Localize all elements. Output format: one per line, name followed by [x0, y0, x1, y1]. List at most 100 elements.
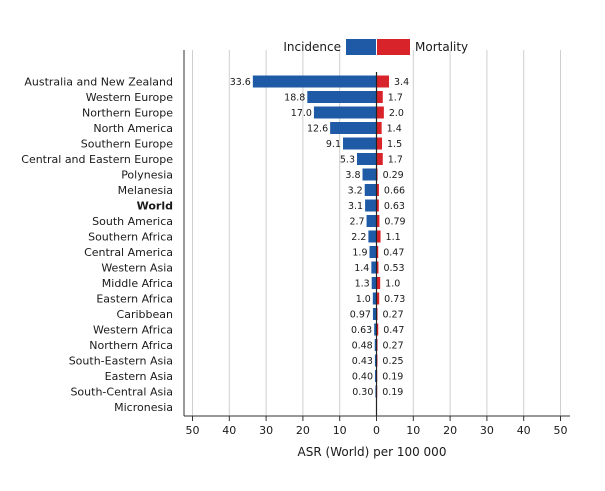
mortality-bar: [376, 75, 390, 88]
incidence-bar: [356, 153, 377, 165]
category-label: Micronesia: [114, 401, 173, 414]
mortality-value-label: 1.7: [388, 155, 403, 166]
bars: [252, 75, 390, 398]
incidence-value-label: 9.1: [326, 139, 341, 150]
incidence-bar: [307, 91, 377, 103]
mortality-value-label: 0.29: [383, 170, 404, 181]
mortality-bar: [376, 91, 383, 103]
mortality-value-label: 1.1: [386, 232, 401, 243]
category-label: Western Asia: [101, 262, 173, 275]
mortality-bar: [376, 184, 379, 196]
category-label: Central America: [84, 246, 173, 259]
x-tick-label: 20: [443, 424, 457, 437]
incidence-bar: [252, 75, 377, 88]
incidence-value-label: 1.4: [354, 263, 369, 274]
x-axis-title: ASR (World) per 100 000: [298, 445, 447, 459]
mortality-value-label: 0.19: [382, 387, 403, 398]
mortality-value-label: 1.7: [388, 93, 403, 104]
mortality-value-label: 0.19: [382, 372, 403, 383]
mortality-bar: [376, 122, 382, 134]
incidence-bar: [371, 261, 377, 274]
incidence-value-label: 0.63: [351, 325, 372, 336]
incidence-bar: [374, 354, 377, 367]
incidence-bar: [343, 137, 377, 150]
mortality-bar: [376, 261, 379, 274]
incidence-value-label: 18.8: [284, 93, 305, 104]
incidence-value-label: 0.30: [352, 387, 373, 398]
mortality-bar: [376, 292, 380, 305]
incidence-value-label: 33.6: [230, 77, 251, 88]
x-axis-ticks: 50 40 30 20 10 0 10 20 30 40 50: [186, 416, 568, 437]
mortality-bar: [376, 246, 379, 258]
incidence-value-label: 17.0: [291, 108, 312, 119]
mortality-bar: [376, 106, 384, 119]
mortality-value-label: 3.4: [394, 77, 409, 88]
incidence-value-label: 12.6: [307, 124, 328, 135]
category-label: Northern Africa: [89, 339, 173, 352]
category-label: Polynesia: [121, 169, 173, 182]
incidence-bar: [371, 277, 377, 289]
category-label: Eastern Asia: [105, 370, 173, 383]
incidence-bar: [365, 199, 377, 212]
category-label: Central and Eastern Europe: [21, 153, 173, 166]
mortality-value-label: 1.5: [387, 139, 402, 150]
incidence-value-label: 0.43: [352, 356, 373, 367]
grid-lines: [192, 50, 561, 416]
mortality-value-label: 0.25: [382, 356, 403, 367]
x-tick-label: 50: [186, 424, 200, 437]
category-label: Southern Europe: [81, 138, 173, 151]
incidence-bar: [374, 339, 377, 351]
mortality-value-label: 1.4: [387, 124, 402, 135]
mortality-bar: [376, 230, 381, 243]
category-labels: Australia and New Zealand Western Europe N…: [21, 76, 173, 415]
incidence-bar: [364, 184, 377, 196]
category-label: Southern Africa: [88, 231, 173, 244]
value-labels: 33.6 3.4 18.8 1.7 17.0 2.0 12.6 1.4 9.1 1.5 5.3 1.7…: [230, 77, 409, 398]
incidence-bar: [372, 292, 377, 305]
incidence-bar: [362, 168, 377, 181]
mortality-value-label: 1.0: [385, 279, 400, 290]
incidence-value-label: 0.48: [352, 341, 373, 352]
legend-mortality-label: Mortality: [415, 40, 468, 54]
x-tick-label: 30: [259, 424, 273, 437]
mortality-value-label: 0.73: [384, 294, 405, 305]
incidence-bar: [366, 215, 377, 227]
incidence-value-label: 0.40: [352, 372, 373, 383]
legend-incidence-label: Incidence: [283, 40, 341, 54]
mortality-value-label: 0.47: [383, 325, 404, 336]
incidence-bar: [372, 308, 377, 320]
x-tick-label: 30: [480, 424, 494, 437]
incidence-bar: [313, 106, 377, 119]
category-label: Australia and New Zealand: [24, 76, 173, 89]
mortality-bar: [376, 199, 379, 212]
axes: [183, 50, 570, 417]
x-tick-label: 40: [517, 424, 531, 437]
x-tick-label: 0: [373, 424, 380, 437]
mortality-bar: [376, 323, 379, 336]
incidence-value-label: 2.2: [351, 232, 366, 243]
incidence-value-label: 5.3: [340, 155, 355, 166]
mortality-value-label: 0.47: [383, 248, 404, 259]
mortality-bar: [376, 153, 383, 165]
mortality-value-label: 0.63: [384, 201, 405, 212]
mortality-value-label: 0.79: [384, 217, 405, 228]
category-label: Caribbean: [117, 308, 173, 321]
incidence-bar: [369, 246, 377, 258]
incidence-bar: [375, 370, 377, 382]
category-label: Eastern Africa: [96, 293, 173, 306]
legend: Incidence Mortality: [283, 39, 468, 55]
mortality-bar: [376, 277, 381, 289]
incidence-value-label: 3.1: [348, 201, 363, 212]
mortality-bar: [376, 137, 383, 150]
legend-mortality-swatch: [377, 39, 410, 55]
mortality-value-label: 0.53: [383, 263, 404, 274]
x-tick-label: 40: [222, 424, 236, 437]
x-tick-label: 10: [333, 424, 347, 437]
mortality-bar: [376, 215, 380, 227]
incidence-bar: [374, 323, 377, 336]
category-label: Western Africa: [93, 324, 173, 337]
category-label: World: [137, 200, 173, 213]
x-tick-label: 20: [296, 424, 310, 437]
category-label: Melanesia: [118, 184, 173, 197]
